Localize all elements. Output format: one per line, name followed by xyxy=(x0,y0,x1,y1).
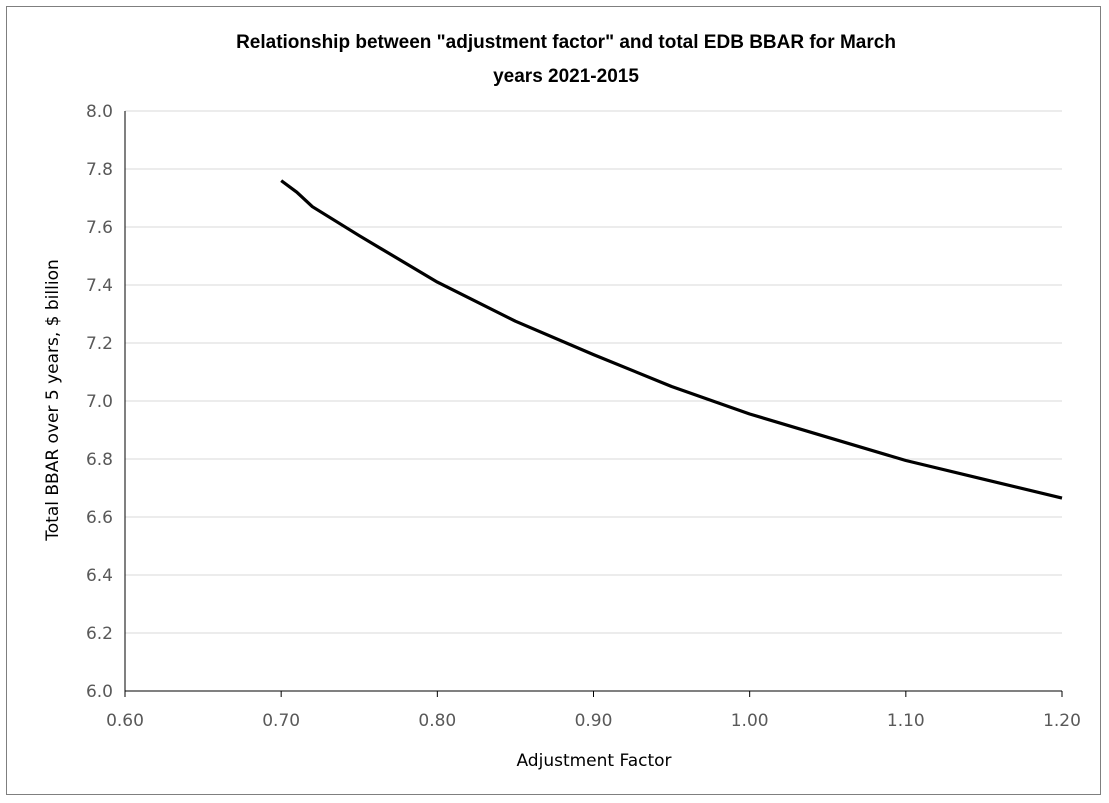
y-tick-label: 7.8 xyxy=(86,160,113,180)
y-tick-label: 7.6 xyxy=(86,218,113,238)
x-tick-label: 1.10 xyxy=(887,711,925,731)
y-tick-label: 7.0 xyxy=(86,392,113,412)
x-tick-label: 1.20 xyxy=(1043,711,1081,731)
chart-title-line-2: years 2021-2015 xyxy=(493,66,639,87)
x-tick-label: 1.00 xyxy=(731,711,769,731)
y-tick-label: 6.8 xyxy=(86,450,113,470)
x-tick-labels: 0.60 0.70 0.80 0.90 1.00 1.10 1.20 xyxy=(106,711,1081,731)
y-axis-label: Total BBAR over 5 years, $ billion xyxy=(43,259,63,541)
y-tick-label: 6.4 xyxy=(86,566,113,586)
y-tick-label: 8.0 xyxy=(86,102,113,122)
y-tick-labels: 6.0 6.2 6.4 6.6 6.8 7.0 7.2 7.4 7.6 7.8 8.0 xyxy=(86,102,113,702)
chart-title-line-1: Relationship between "adjustment factor"… xyxy=(236,32,896,53)
y-tick-label: 7.2 xyxy=(86,334,113,354)
gridlines xyxy=(125,110,1062,634)
y-tick-label: 6.2 xyxy=(86,624,113,644)
x-tick-label: 0.80 xyxy=(418,711,456,731)
x-tick-label: 0.70 xyxy=(262,711,300,731)
y-tick-label: 6.0 xyxy=(86,682,113,702)
y-tick-label: 6.6 xyxy=(86,508,113,528)
x-axis-label: Adjustment Factor xyxy=(516,751,671,771)
x-tick-label: 0.90 xyxy=(575,711,613,731)
y-tick-label: 7.4 xyxy=(86,276,113,296)
series-lines xyxy=(280,179,1063,500)
axes xyxy=(124,111,1063,697)
x-tick-label: 0.60 xyxy=(106,711,144,731)
series-line-0 xyxy=(280,179,1063,500)
